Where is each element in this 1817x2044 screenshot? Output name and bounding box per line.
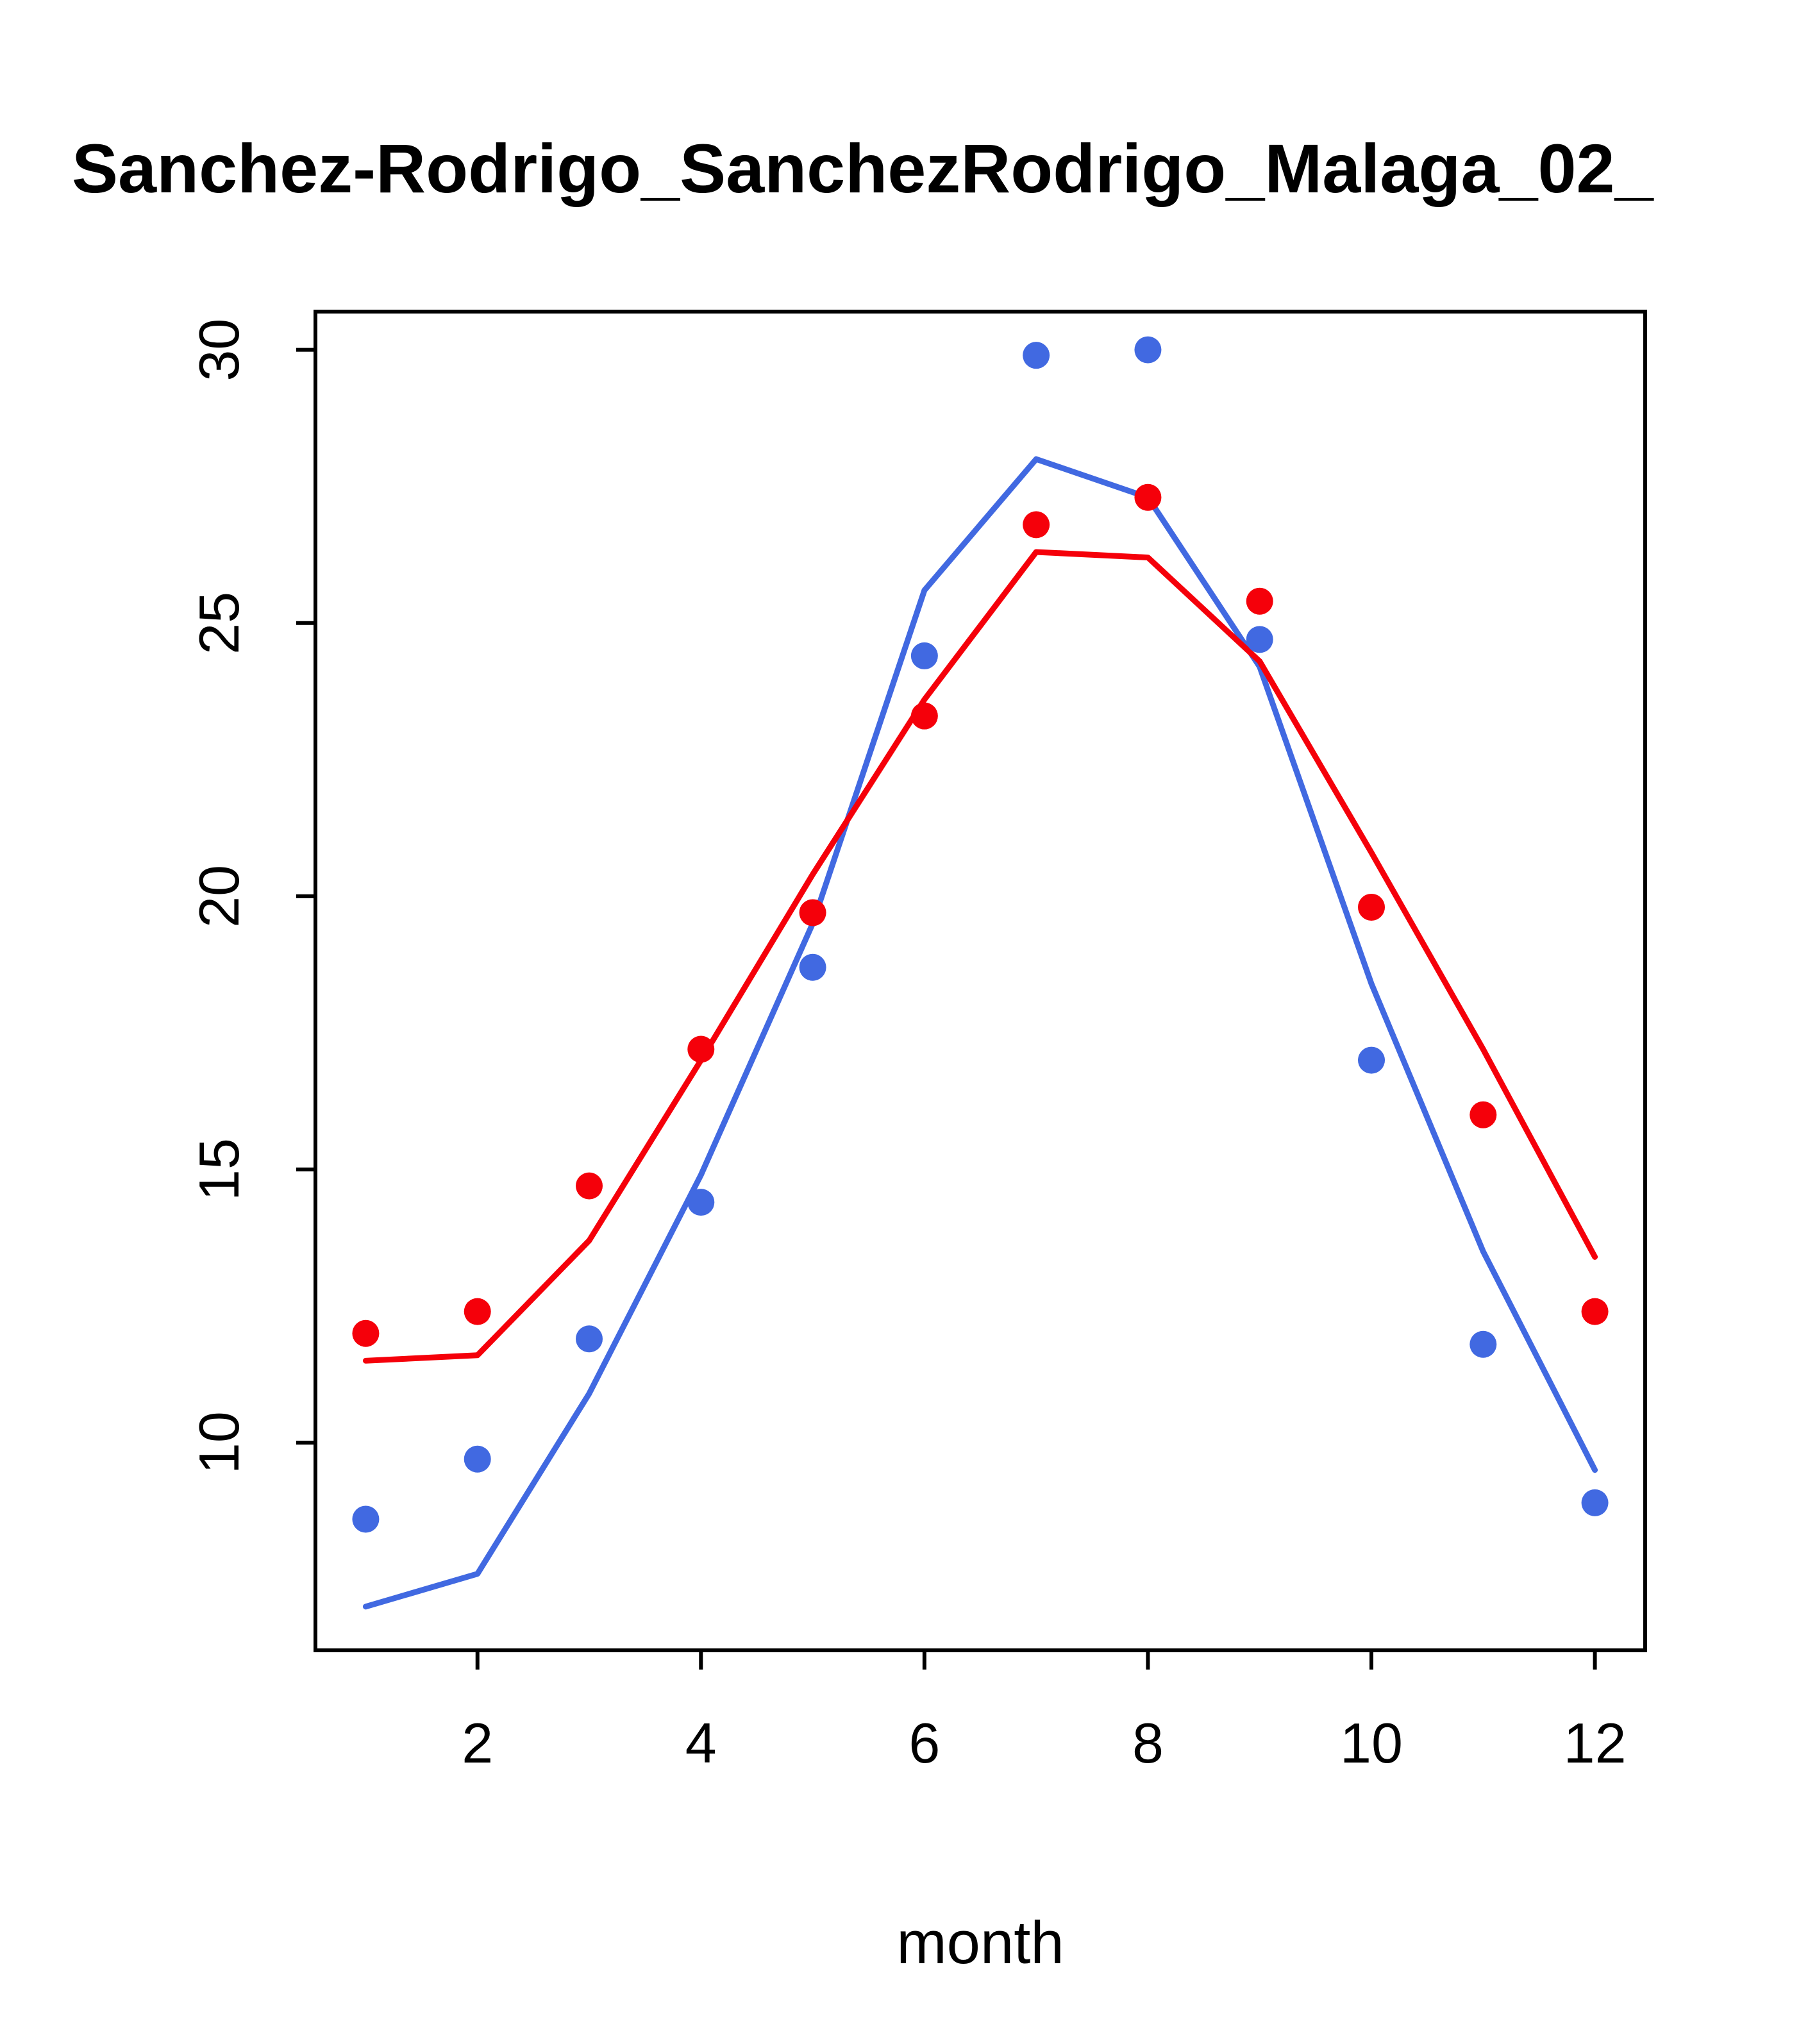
red-points-marker [352,1319,380,1347]
red-points-marker [464,1298,491,1325]
blue-points-marker [576,1325,603,1353]
x-tick-label: 2 [462,1711,493,1775]
blue-points-marker [352,1505,380,1533]
x-tick-label: 12 [1564,1711,1627,1775]
red-points-marker [1023,511,1050,539]
x-axis-label: month [896,1909,1064,1976]
blue-points-marker [1023,342,1050,369]
y-tick-label: 25 [187,592,251,655]
red-points-marker [687,1035,715,1063]
x-tick-label: 6 [908,1711,940,1775]
red-points-marker [1246,587,1273,615]
y-tick-label: 10 [187,1411,251,1474]
red-points-marker [1581,1298,1609,1325]
blue-points-marker [1246,626,1273,653]
blue-points-marker [1358,1046,1385,1074]
x-tick-label: 8 [1132,1711,1164,1775]
blue-points-marker [1581,1489,1609,1516]
red-points-marker [1358,893,1385,921]
red-points-marker [910,702,938,730]
blue-points-marker [464,1445,491,1473]
blue-points-marker [1134,336,1162,364]
red-points-marker [576,1172,603,1200]
red-line [362,549,1598,1364]
y-tick-label: 20 [187,865,251,928]
blue-points-marker [799,953,826,981]
red-points-marker [1134,483,1162,511]
red-points-marker [799,899,826,926]
blue-points-marker [687,1189,715,1216]
blue-line [362,456,1598,1610]
y-tick-label: 15 [187,1138,251,1201]
chart-title: Sanchez-Rodrigo_SanchezRodrigo_Malaga_02… [72,130,1655,207]
blue-points-marker [910,642,938,669]
y-tick-label: 30 [187,319,251,381]
plot-border [314,310,1647,1652]
red-points-marker [1470,1101,1497,1128]
plot-area: 2 4 6 8 10 12 10 15 20 25 30 [187,310,1647,1775]
x-tick-label: 4 [685,1711,717,1775]
blue-points-marker [1470,1330,1497,1358]
x-tick-label: 10 [1340,1711,1403,1775]
